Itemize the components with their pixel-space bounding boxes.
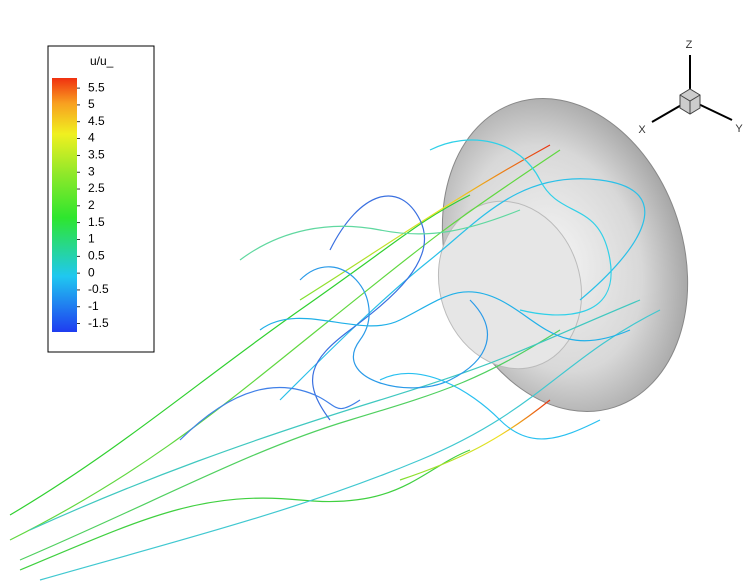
colorbar-tick-label: 3 bbox=[88, 164, 95, 178]
colorbar-tick-label: 2.5 bbox=[88, 181, 105, 195]
legend-title: u/u_ bbox=[90, 54, 114, 68]
colorbar-tick-label: 0 bbox=[88, 265, 95, 279]
colorbar bbox=[52, 78, 77, 332]
colorbar-tick-label: 5 bbox=[88, 97, 95, 111]
colorbar-tick-label: -1.5 bbox=[88, 316, 109, 330]
colorbar-legend: u/u_ 5.5 5 4.5 4 3.5 3 2.5 2 1.5 1 0.5 0 -0.5 -1 -1.5 bbox=[48, 46, 154, 352]
axis-label-y: Y bbox=[735, 123, 743, 135]
colorbar-tick-label: -1 bbox=[88, 299, 99, 313]
colorbar-tick-label: 1.5 bbox=[88, 215, 105, 229]
axis-label-z: Z bbox=[686, 39, 693, 51]
axis-triad: Z X Y bbox=[638, 39, 743, 136]
colorbar-tick-label: 3.5 bbox=[88, 148, 105, 162]
colorbar-tick-label: -0.5 bbox=[88, 282, 109, 296]
colorbar-tick-label: 4 bbox=[88, 131, 95, 145]
colorbar-tick-label: 1 bbox=[88, 232, 95, 246]
colorbar-tick-label: 5.5 bbox=[88, 80, 105, 94]
axis-label-x: X bbox=[638, 124, 646, 136]
colorbar-tick-label: 2 bbox=[88, 198, 95, 212]
visualization: u/u_ 5.554.543.532.521.510.50-0.5-1-1.5 … bbox=[0, 0, 745, 586]
colorbar-tick-label: 0.5 bbox=[88, 248, 105, 262]
colorbar-tick-label: 4.5 bbox=[88, 114, 105, 128]
